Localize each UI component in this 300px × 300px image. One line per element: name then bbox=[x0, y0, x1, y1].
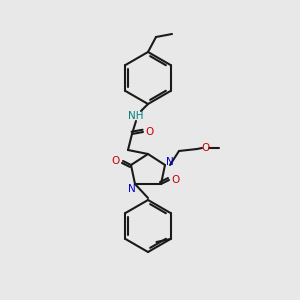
Text: O: O bbox=[172, 175, 180, 185]
Text: N: N bbox=[128, 184, 136, 194]
Text: O: O bbox=[145, 127, 153, 137]
Text: NH: NH bbox=[128, 111, 144, 121]
Text: O: O bbox=[201, 143, 209, 153]
Text: O: O bbox=[112, 156, 120, 166]
Text: N: N bbox=[166, 157, 174, 167]
